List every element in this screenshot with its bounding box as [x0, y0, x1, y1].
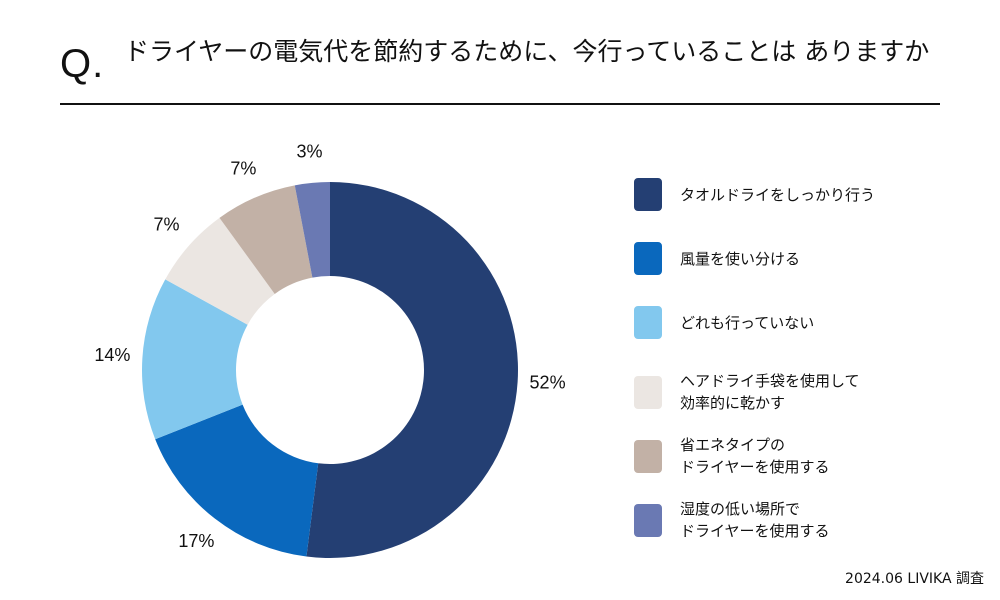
donut-slice: [219, 185, 313, 294]
legend-label: タオルドライをしっかり行う: [680, 185, 876, 204]
slice-value-label: 7%: [230, 159, 256, 179]
donut-value-labels: 52% 17% 14% 7% 7% 3%: [94, 142, 565, 551]
legend-item: ヘアドライ手袋を使用して 効率的に乾かす: [634, 370, 934, 414]
legend-swatch: [634, 439, 662, 473]
legend-swatch: [634, 375, 662, 409]
slice-value-label: 52%: [530, 372, 566, 392]
legend-label: 湿度の低い場所で ドライヤーを使用する: [680, 500, 830, 540]
legend-label: ヘアドライ手袋を使用して 効率的に乾かす: [680, 372, 860, 412]
slice-value-label: 7%: [153, 215, 179, 235]
legend-item: どれも行っていない: [634, 306, 934, 339]
legend-swatch: [634, 178, 662, 211]
legend-swatch: [634, 306, 662, 339]
chart-title: ドライヤーの電気代を節約するために、今行っていることは ありますか: [124, 37, 930, 66]
source-note: 2024.06 LIVIKA 調査: [845, 571, 984, 587]
slice-value-label: 17%: [178, 531, 214, 551]
donut-slices: [142, 182, 518, 558]
legend-label: 省エネタイプの ドライヤーを使用する: [680, 436, 830, 476]
donut-slice: [155, 404, 319, 557]
title-underline: [60, 103, 940, 105]
slice-value-label: 3%: [296, 142, 322, 162]
donut-slice: [306, 182, 518, 558]
legend-item: 省エネタイプの ドライヤーを使用する: [634, 434, 934, 478]
legend-label: どれも行っていない: [680, 313, 815, 332]
donut-slice: [142, 279, 248, 440]
question-mark: Q.: [60, 42, 105, 86]
donut-slice: [294, 182, 330, 278]
slice-value-label: 14%: [94, 345, 130, 365]
legend-swatch: [634, 503, 662, 537]
legend-label: 風量を使い分ける: [680, 249, 801, 268]
legend-swatch: [634, 242, 662, 275]
donut-slice: [165, 217, 275, 325]
legend-item: 風量を使い分ける: [634, 242, 934, 275]
legend-item: 湿度の低い場所で ドライヤーを使用する: [634, 498, 934, 542]
legend-item: タオルドライをしっかり行う: [634, 178, 934, 211]
